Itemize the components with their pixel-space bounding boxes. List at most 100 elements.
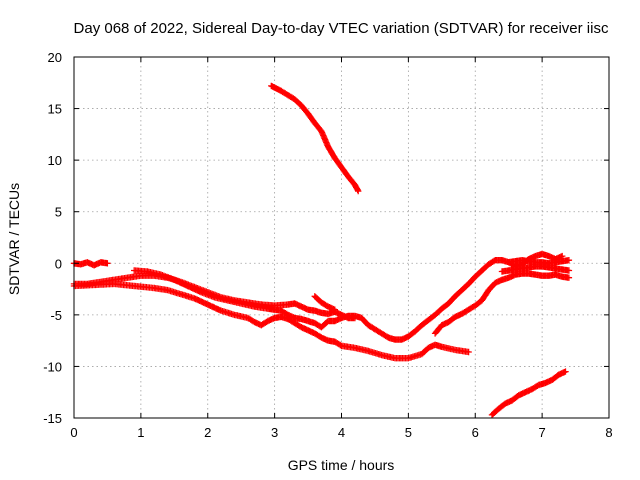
data-point: [447, 321, 450, 323]
data-point: [240, 302, 242, 305]
data-point: [474, 304, 477, 307]
data-point: [320, 336, 323, 339]
data-point: [494, 282, 497, 284]
data-point: [511, 399, 513, 402]
data-point: [267, 307, 269, 310]
data-point: [327, 305, 329, 308]
x-tick-label: 4: [338, 425, 345, 440]
x-tick-label: 8: [605, 425, 612, 440]
data-point: [220, 309, 222, 312]
data-point: [320, 130, 323, 133]
data-point: [441, 307, 443, 310]
data-point: [434, 332, 436, 335]
series-s7: [498, 263, 573, 275]
data-point: [481, 269, 483, 272]
data-point: [313, 309, 316, 312]
data-point: [514, 273, 517, 276]
data-point: [534, 255, 537, 257]
chart-title: Day 068 of 2022, Sidereal Day-to-day VTE…: [74, 20, 609, 37]
data-point: [394, 357, 396, 359]
data-point: [347, 315, 349, 317]
data-point: [313, 332, 316, 335]
data-point: [568, 276, 570, 279]
data-point: [564, 370, 567, 373]
data-point: [253, 305, 256, 308]
x-tick-label: 7: [539, 425, 546, 440]
data-point: [273, 308, 276, 311]
data-point: [554, 267, 557, 270]
data-point: [160, 273, 162, 276]
series-s10: [488, 368, 569, 419]
data-point: [558, 373, 560, 376]
data-point: [313, 122, 316, 124]
data-point: [537, 384, 540, 386]
data-point: [474, 275, 477, 278]
data-point: [280, 90, 283, 92]
data-point: [287, 303, 289, 306]
data-point: [307, 112, 309, 115]
y-tick-label: 0: [55, 256, 62, 271]
data-point: [420, 324, 423, 326]
data-point: [173, 278, 176, 281]
data-point: [524, 391, 527, 394]
data-point: [501, 278, 503, 281]
data-point: [561, 260, 563, 263]
data-point: [568, 269, 570, 272]
data-point: [293, 317, 296, 319]
data-point: [206, 303, 209, 306]
data-point: [334, 308, 336, 311]
x-tick-label: 1: [137, 425, 144, 440]
data-point: [497, 407, 500, 410]
y-tick-label: -5: [50, 308, 62, 323]
data-point: [320, 301, 323, 304]
data-point: [414, 330, 416, 333]
data-point: [427, 347, 430, 349]
data-point: [340, 345, 343, 347]
data-point: [541, 265, 543, 268]
data-point: [133, 269, 135, 272]
data-point: [541, 274, 543, 277]
data-point: [270, 85, 273, 87]
data-point: [491, 414, 493, 416]
data-point: [407, 357, 410, 359]
data-point: [186, 285, 189, 287]
x-tick-label: 3: [271, 425, 278, 440]
data-point: [327, 313, 329, 315]
data-point: [320, 311, 323, 314]
data-point: [467, 351, 470, 353]
data-point: [313, 322, 316, 324]
data-point: [561, 255, 563, 257]
data-point: [568, 259, 570, 261]
data-point: [260, 324, 263, 326]
data-point: [534, 265, 537, 268]
data-point: [307, 329, 309, 332]
x-tick-label: 2: [204, 425, 211, 440]
data-point: [347, 175, 349, 178]
series-s6: [431, 270, 573, 337]
x-axis-title: GPS time / hours: [288, 457, 395, 473]
data-point: [548, 274, 550, 277]
data-point: [200, 291, 202, 293]
data-point: [180, 293, 182, 296]
y-tick-label: 15: [48, 102, 62, 117]
y-tick-label: 20: [48, 50, 62, 65]
data-point: [293, 322, 296, 324]
data-point: [527, 272, 530, 275]
data-point: [354, 315, 356, 317]
data-point: [521, 267, 523, 270]
data-point: [253, 321, 256, 323]
data-point: [300, 305, 303, 308]
data-point: [551, 379, 553, 381]
data-point: [86, 261, 89, 264]
data-point: [467, 308, 470, 311]
data-point: [380, 354, 383, 356]
data-point: [79, 263, 82, 266]
data-point: [233, 314, 236, 316]
data-point: [300, 326, 303, 329]
data-point: [561, 275, 563, 278]
data-point: [367, 350, 370, 352]
data-point: [501, 270, 503, 273]
data-point: [507, 269, 510, 272]
data-point: [380, 332, 383, 335]
data-point: [93, 284, 95, 286]
